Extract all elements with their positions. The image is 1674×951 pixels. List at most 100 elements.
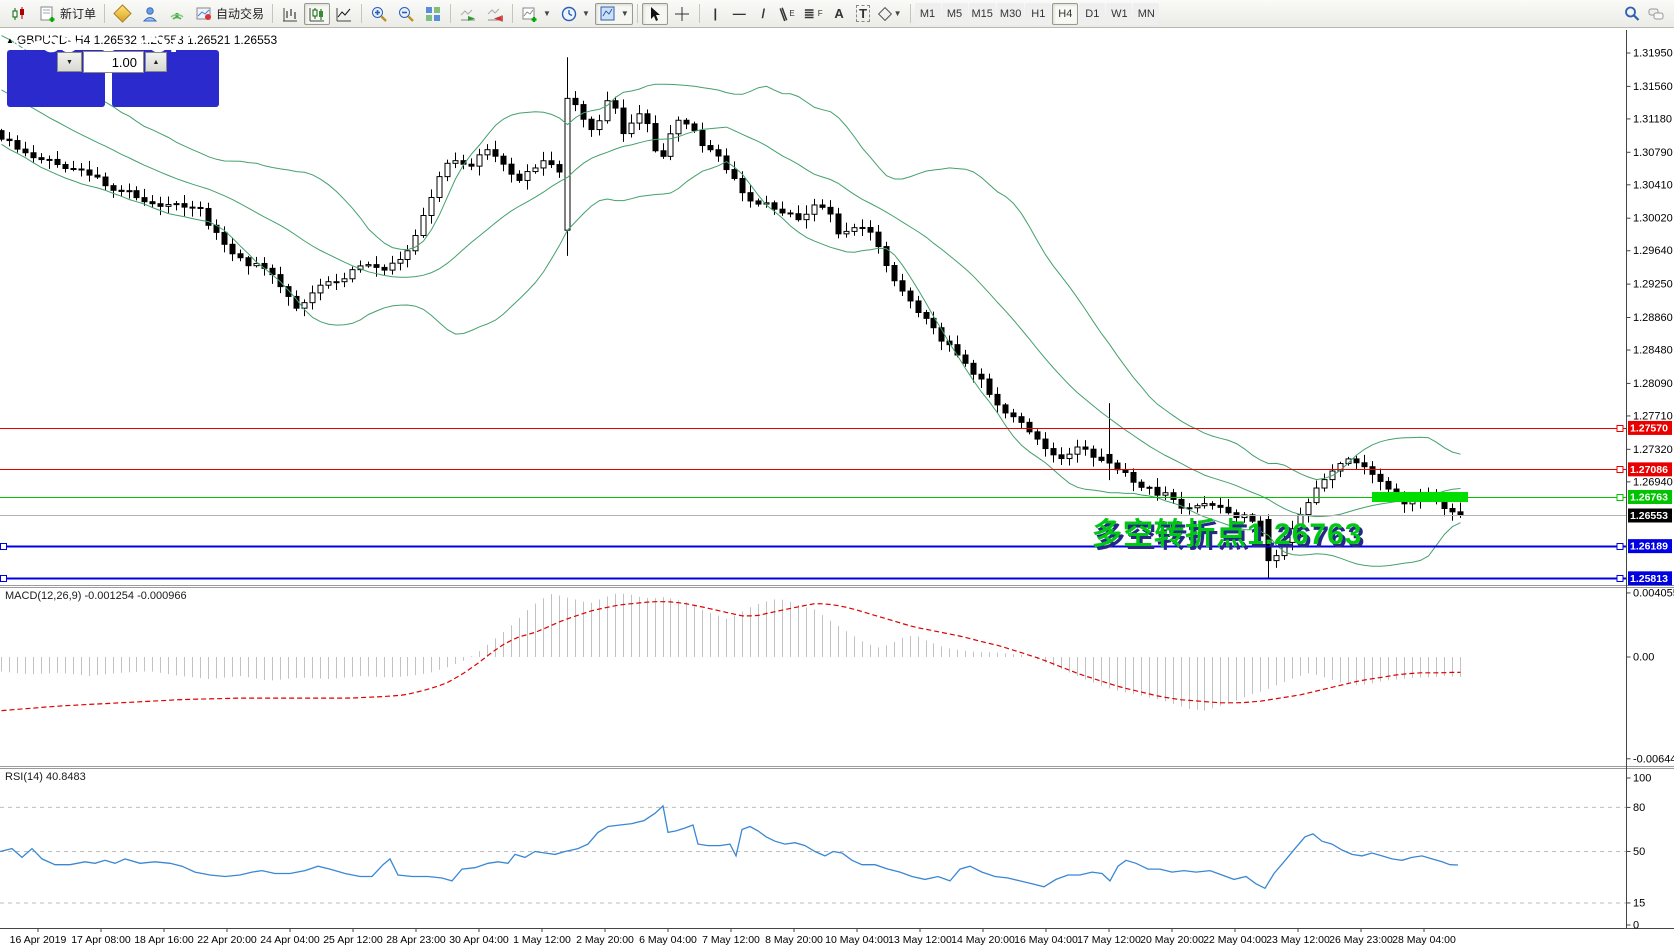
bar-chart-button[interactable] [277,3,303,25]
zoom-in-button[interactable] [366,3,392,25]
horizontal-line-button[interactable]: — [728,3,751,25]
volume-decrease-button[interactable]: ▼ [57,52,82,72]
equidistant-channel-button[interactable]: ∥ E [776,3,799,25]
timeframe-button-H1[interactable]: H1 [1025,2,1052,25]
dropdown-arrow-icon: ▼ [543,9,551,18]
indicators-button[interactable]: ▼ [517,3,555,25]
toolbar-separator [361,4,363,23]
timeframe-button-M1[interactable]: M1 [914,2,941,25]
search-icon[interactable] [1623,5,1641,23]
line-handle [1616,543,1624,550]
toolbar-separator [512,4,514,23]
svg-text:1.27710: 1.27710 [1633,410,1673,422]
toolbar-separator [104,4,106,23]
svg-text:2 May 20:00: 2 May 20:00 [576,934,634,946]
vertical-line-icon: | [713,6,718,21]
fibonacci-icon: ≣ [803,5,815,21]
zoom-out-button[interactable] [393,3,419,25]
market-button[interactable] [137,3,163,25]
timeframe-button-W1[interactable]: W1 [1106,2,1133,25]
chart-window-icon[interactable] [3,2,34,26]
buy-price-prefix: 1.26 [120,37,150,54]
autotrading-button[interactable]: 自动交易 [191,3,268,25]
toolbar: 新订单 自动交易 ▼ ▼ ▼ | — / ∥ E ≣ F A T [0,0,1674,28]
price-chip [1628,539,1672,554]
macd-signal-line [1,601,1461,712]
line-chart-button[interactable] [331,3,357,25]
collapse-arrow-icon[interactable]: ▲ [6,36,14,45]
svg-text:15: 15 [1633,897,1645,909]
text-label-button[interactable]: T [852,3,875,25]
highlight-band[interactable] [1372,492,1468,503]
macd-indicator-label: MACD(12,26,9) -0.001254 -0.000966 [5,590,187,602]
chart-shift-button[interactable] [482,3,508,25]
chat-icon[interactable] [1647,5,1665,23]
toolbar-separator [272,4,274,23]
dropdown-arrow-icon: ▼ [581,9,590,18]
templates-button[interactable]: ▼ [594,2,633,25]
text-button[interactable]: A [828,3,851,25]
volume-input[interactable]: 1.00 [83,51,144,73]
signals-button[interactable] [164,3,190,25]
chart-shift-icon [486,5,504,23]
autotrading-label: 自动交易 [216,7,265,21]
metaeditor-diamond-icon [113,4,132,23]
annotation-text[interactable]: 多空转折点1.26763 [1092,518,1363,551]
tile-windows-button[interactable] [420,3,446,25]
svg-text:17 May 12:00: 17 May 12:00 [1077,934,1141,946]
svg-text:1.30790: 1.30790 [1633,147,1673,159]
svg-text:16 Apr 2019: 16 Apr 2019 [10,934,67,946]
svg-text:100: 100 [1633,773,1651,785]
dropdown-arrow-icon: ▼ [620,9,629,18]
trendline-icon: / [761,6,766,21]
rsi-pane: 100 80 50 15 0 [0,773,1651,932]
symbol-title: ▲ GBPUSD-,H4 1.26532 1.26553 1.26521 1.26… [6,33,277,47]
svg-text:28 Apr 23:00: 28 Apr 23:00 [386,934,446,946]
svg-text:1.26763: 1.26763 [1630,492,1668,504]
level-lines[interactable] [0,425,1626,582]
svg-text:22 Apr 20:00: 22 Apr 20:00 [197,934,257,946]
timeframe-button-M30[interactable]: M30 [996,2,1025,25]
svg-text:14 May 20:00: 14 May 20:00 [951,934,1015,946]
auto-scroll-icon [459,5,477,23]
arrows-button[interactable]: ▼ [876,3,906,25]
toolbar-separator [636,4,638,23]
metaeditor-button[interactable] [109,3,136,25]
candlestick-chart-button[interactable] [304,2,331,25]
signals-icon [168,5,186,23]
auto-scroll-button[interactable] [455,3,481,25]
cursor-button[interactable] [641,2,668,25]
periods-button[interactable]: ▼ [556,3,594,25]
sell-price-sup: 3 [76,26,86,43]
timeframe-button-M15[interactable]: M15 [968,2,996,25]
svg-text:1.28480: 1.28480 [1633,345,1673,357]
volume-increase-button[interactable]: ▲ [145,52,167,72]
timeframe-button-H4[interactable]: H4 [1052,2,1079,25]
tile-windows-icon [424,5,442,23]
svg-text:22 May 04:00: 22 May 04:00 [1203,934,1267,946]
vertical-line-button[interactable]: | [704,3,727,25]
svg-text:6 May 04:00: 6 May 04:00 [639,934,697,946]
rsi-line [0,804,1459,890]
svg-text:26 May 23:00: 26 May 23:00 [1329,934,1393,946]
timeframe-button-D1[interactable]: D1 [1079,2,1106,25]
timeframe-button-MN[interactable]: MN [1133,2,1160,25]
price-chip [1628,571,1672,586]
autotrading-icon [195,5,213,23]
svg-text:23 May 12:00: 23 May 12:00 [1266,934,1330,946]
price-chip [1628,490,1672,505]
price-axis[interactable]: 1.31950 1.31560 1.31180 1.30790 1.30410 1.300… [1626,48,1673,586]
svg-text:80: 80 [1633,802,1645,814]
fibonacci-button[interactable]: ≣ F [800,3,827,25]
new-order-button[interactable]: 新订单 [35,3,100,25]
rsi-indicator-label: RSI(14) 40.8483 [5,771,86,783]
svg-text:8 May 20:00: 8 May 20:00 [765,934,823,946]
crosshair-icon [673,5,691,23]
crosshair-button[interactable] [669,3,695,25]
timeframe-button-M5[interactable]: M5 [941,2,968,25]
time-axis[interactable]: 16 Apr 2019 17 Apr 08:00 18 Apr 16:00 22 Ap… [10,928,1456,946]
svg-text:1.27086: 1.27086 [1630,464,1668,476]
trendline-button[interactable]: / [752,3,775,25]
svg-text:1.27570: 1.27570 [1630,422,1668,434]
